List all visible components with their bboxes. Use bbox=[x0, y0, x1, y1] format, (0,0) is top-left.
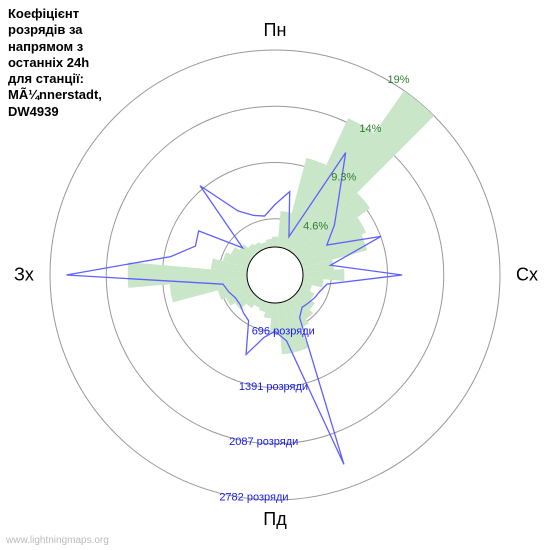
pct-ring-label: 9.3% bbox=[331, 172, 356, 184]
compass-w: Зх bbox=[14, 265, 34, 286]
pct-ring-label: 14% bbox=[359, 123, 381, 135]
chart-title: Коефіцієнт розрядів за напрямом з останн… bbox=[8, 6, 102, 120]
attribution: www.lightningmaps.org bbox=[6, 535, 109, 546]
pct-ring-label: 19% bbox=[388, 74, 410, 86]
chart-container: 4.6% 9.3% 14% 19% 696 розряди 1391 розряди 208… bbox=[0, 0, 550, 550]
compass-n: Пн bbox=[264, 20, 287, 41]
count-ring-label: 1391 розряди bbox=[239, 381, 308, 393]
count-ring-label: 2087 розряди bbox=[229, 436, 298, 448]
compass-s: Пд bbox=[263, 509, 286, 530]
pct-ring-label: 4.6% bbox=[303, 220, 328, 232]
count-ring-label: 2782 розряди bbox=[219, 492, 288, 504]
count-ring-label: 696 розряди bbox=[252, 325, 315, 337]
compass-e: Сх bbox=[516, 265, 538, 286]
